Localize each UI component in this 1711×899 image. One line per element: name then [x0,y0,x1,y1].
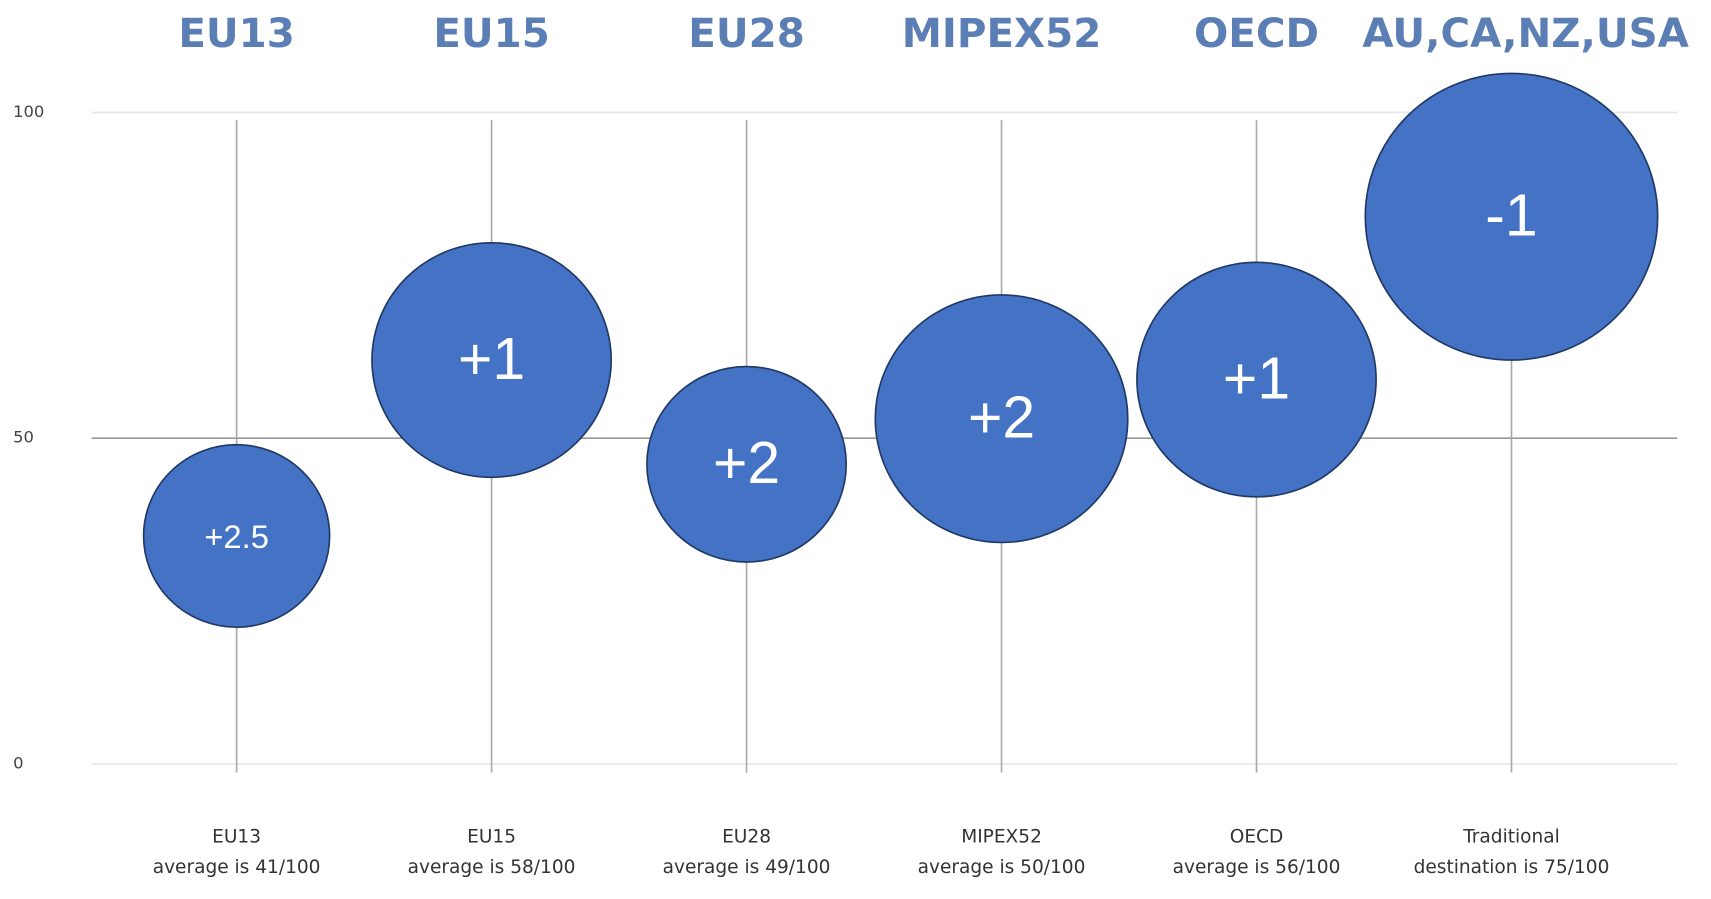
x-tick-label: OECD [1230,827,1284,848]
y-tick-label: 100 [13,102,44,121]
bubble [1136,261,1377,498]
category-title: AU,CA,NZ,USA [1362,10,1689,57]
x-tick-label: destination is 75/100 [1414,857,1610,878]
x-tick-label: MIPEX52 [961,827,1042,848]
bubble-label: -1 [1485,184,1537,249]
bubble-label: +2.5 [204,518,269,555]
category-title: EU13 [178,10,295,57]
x-tick-label: EU13 [212,827,261,848]
x-tick-label: average is 56/100 [1173,857,1341,878]
y-tick-label: 0 [13,753,23,772]
x-tick-label: average is 58/100 [408,857,576,878]
bubble [646,365,848,563]
y-tick-label: 50 [13,428,34,447]
bubble [874,294,1129,544]
bubble-label: +1 [1223,346,1290,411]
bubble-label: +2 [968,386,1035,451]
x-tick-label: average is 49/100 [663,857,831,878]
x-tick-label: average is 41/100 [153,857,321,878]
category-title: MIPEX52 [902,10,1102,57]
bubble-label: +1 [458,327,525,392]
category-title: EU15 [433,10,550,57]
category-title: OECD [1194,10,1319,57]
bubble [371,241,613,479]
bubble-label: +2 [713,431,780,496]
x-tick-label: Traditional [1462,827,1560,848]
x-tick-label: EU28 [722,827,771,848]
category-title: EU28 [688,10,805,57]
bubble [1364,72,1659,361]
x-tick-label: average is 50/100 [918,857,1086,878]
bubble [142,443,331,628]
x-tick-label: EU15 [467,827,516,848]
